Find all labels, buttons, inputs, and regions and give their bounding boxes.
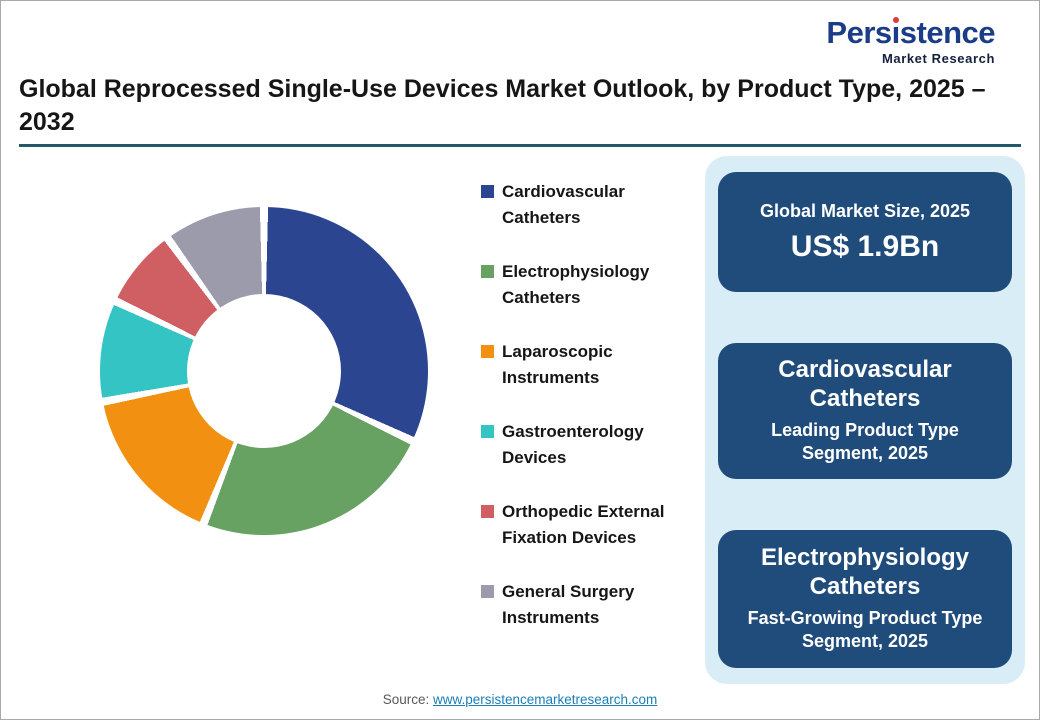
highlight-panel: Global Market Size, 2025 US$ 1.9Bn Cardi… (705, 156, 1025, 684)
legend-item-cardiovascular: Cardiovascular Catheters (481, 179, 687, 231)
market-size-value: US$ 1.9Bn (790, 229, 940, 263)
logo-text-left: Pers (826, 15, 892, 50)
legend-label-gastroenterology: Gastroenterology Devices (502, 422, 644, 467)
legend-label-laparoscopic: Laparoscopic Instruments (502, 342, 613, 387)
legend-item-orthopedic: Orthopedic External Fixation Devices (481, 499, 687, 551)
legend-item-gastroenterology: Gastroenterology Devices (481, 419, 687, 471)
source-link[interactable]: www.persistencemarketresearch.com (432, 692, 658, 707)
fast-growing-segment-subtitle: Fast-Growing Product Type Segment, 2025 (747, 607, 983, 652)
logo-red-dot-i: ı (891, 15, 901, 50)
fast-growing-segment-title: Electrophysiology Catheters (760, 544, 970, 600)
market-size-card: Global Market Size, 2025 US$ 1.9Bn (718, 172, 1012, 292)
leading-segment-subtitle: Leading Product Type Segment, 2025 (771, 419, 959, 464)
title-underline (19, 144, 1021, 147)
legend-swatch-cardiovascular (481, 185, 494, 198)
legend-swatch-gastroenterology (481, 425, 494, 438)
legend-item-electrophysiology: Electrophysiology Catheters (481, 259, 687, 311)
fast-growing-segment-card: Electrophysiology Catheters Fast-Growing… (718, 530, 1012, 668)
legend-swatch-orthopedic (481, 505, 494, 518)
page-title: Global Reprocessed Single-Use Devices Ma… (19, 75, 986, 136)
legend-label-orthopedic: Orthopedic External Fixation Devices (502, 502, 665, 547)
chart-legend: Cardiovascular Catheters Electrophysiolo… (481, 179, 687, 631)
legend-item-general-surgery: General Surgery Instruments (481, 579, 687, 631)
donut-chart (100, 207, 428, 535)
leading-segment-title: Cardiovascular Catheters (778, 356, 952, 412)
legend-label-general-surgery: General Surgery Instruments (502, 582, 635, 627)
source-line: Source: www.persistencemarketresearch.co… (1, 692, 1039, 707)
legend-swatch-general-surgery (481, 585, 494, 598)
logo-wordmark: Persıstence (826, 15, 996, 50)
market-size-title: Global Market Size, 2025 (759, 201, 971, 222)
legend-label-cardiovascular: Cardiovascular Catheters (502, 182, 625, 227)
logo-subtitle: Market Research (881, 50, 995, 66)
legend-swatch-laparoscopic (481, 345, 494, 358)
logo-text-right: stence (899, 15, 996, 50)
legend-label-electrophysiology: Electrophysiology Catheters (502, 262, 650, 307)
leading-segment-card: Cardiovascular Catheters Leading Product… (718, 343, 1012, 479)
legend-swatch-electrophysiology (481, 265, 494, 278)
source-label: Source: (382, 692, 433, 707)
pmr-logo: Persıstence Market Research (826, 15, 996, 66)
legend-item-laparoscopic: Laparoscopic Instruments (481, 339, 687, 391)
